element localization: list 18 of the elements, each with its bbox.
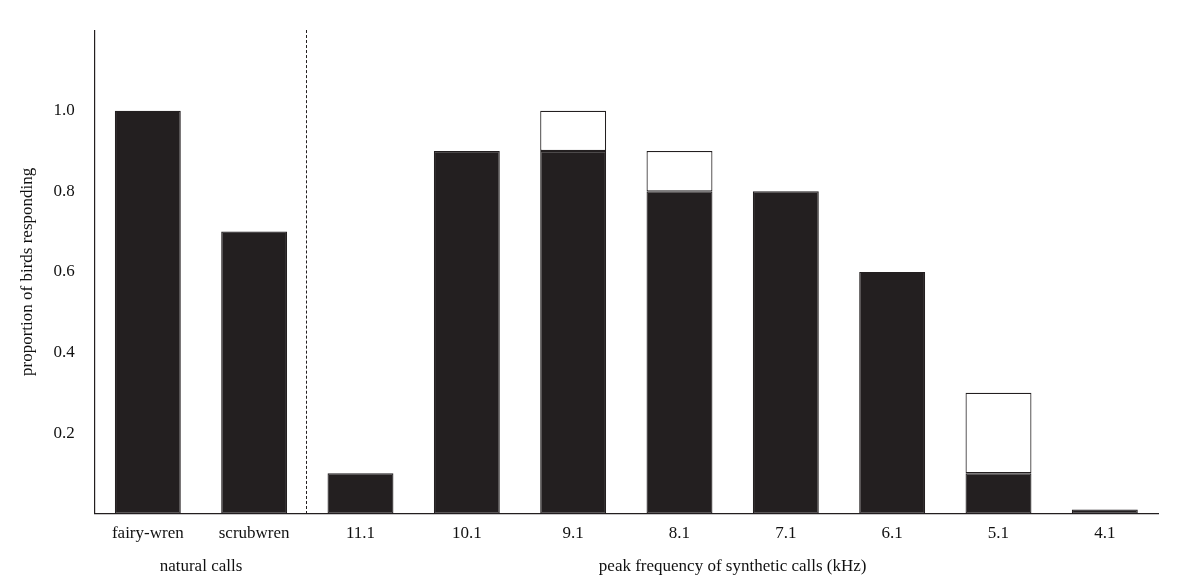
- y-tick-label: 0.6: [53, 261, 75, 281]
- x-tick-label: 8.1: [668, 523, 691, 543]
- x-tick-label: scrubwren: [218, 523, 291, 543]
- x-tick-label: 4.1: [1094, 523, 1116, 543]
- y-tick-label: 0.4: [53, 341, 76, 361]
- x-tick-label: 10.1: [451, 523, 482, 543]
- x-tick-label: 5.1: [987, 523, 1010, 543]
- x-tick-label: fairy-wren: [111, 523, 185, 543]
- x-axis-title: peak frequency of synthetic calls (kHz): [598, 555, 867, 575]
- x-tick-label: 6.1: [881, 523, 903, 543]
- x-tick-label: 9.1: [562, 523, 584, 543]
- x-tick-label: 7.1: [775, 523, 797, 543]
- y-tick-label: 0.2: [53, 422, 75, 442]
- y-tick-label: 0.8: [53, 180, 75, 200]
- y-tick-label: 1.0: [53, 100, 75, 120]
- text: natural calls: [159, 555, 243, 575]
- y-axis-title: proportion of birds responding: [16, 167, 36, 377]
- x-tick-label: 11.1: [345, 523, 376, 543]
